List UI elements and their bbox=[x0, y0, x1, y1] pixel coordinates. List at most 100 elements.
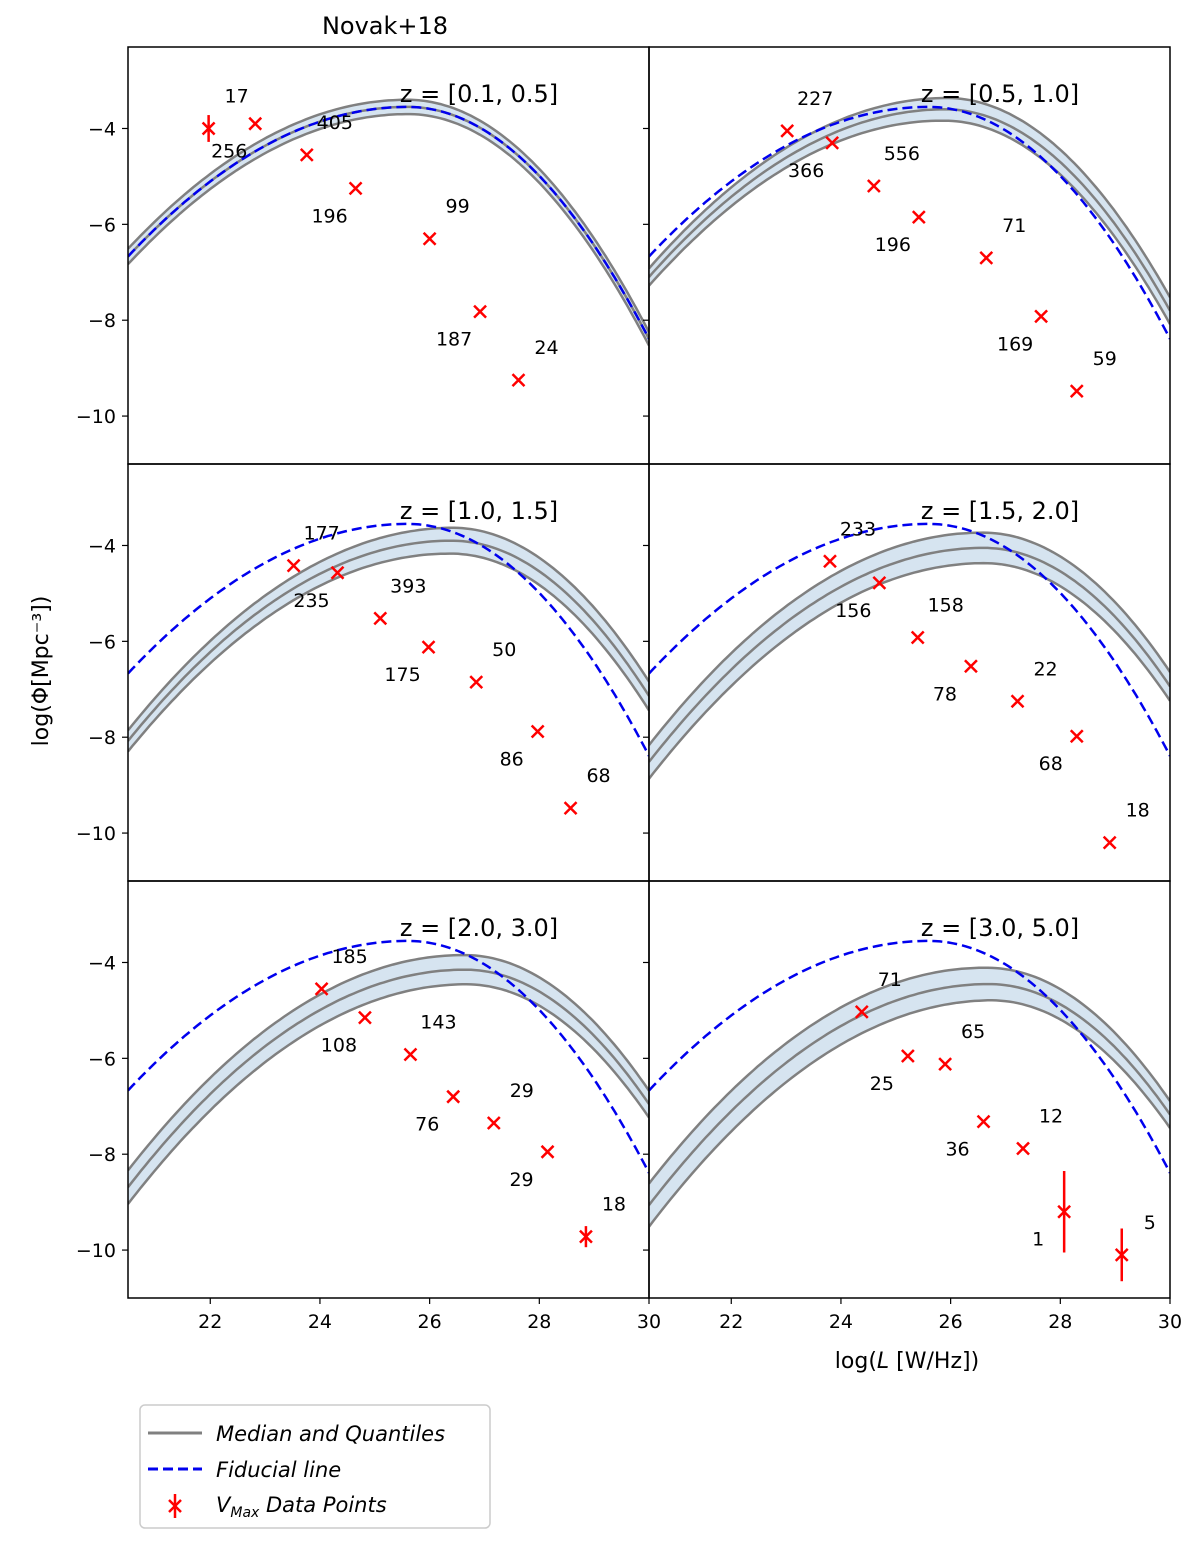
median-line bbox=[128, 105, 649, 340]
quantile-band bbox=[649, 532, 1170, 779]
data-point-count-label: 556 bbox=[884, 143, 920, 165]
x-tick-label: 30 bbox=[637, 1311, 661, 1333]
quantile-band bbox=[128, 955, 649, 1204]
legend-data-label-sub: Max bbox=[230, 1505, 260, 1521]
data-point bbox=[1010, 694, 1025, 709]
data-point bbox=[872, 575, 887, 590]
panel-3: 177 235 393 175 50 86 68 z = [1.0, 1.5] −4 −6 −8 −1… bbox=[76, 463, 650, 882]
upper-quantile-line bbox=[649, 531, 1170, 746]
data-point-count-label: 22 bbox=[1033, 658, 1057, 680]
data-point-count-label: 156 bbox=[835, 600, 871, 622]
median-line bbox=[649, 982, 1170, 1206]
data-point bbox=[1034, 309, 1049, 324]
data-point bbox=[511, 373, 526, 388]
lower-quantile-line bbox=[128, 983, 649, 1205]
data-point bbox=[469, 675, 484, 689]
panel-title: z = [1.0, 1.5] bbox=[400, 497, 558, 525]
data-point bbox=[314, 981, 329, 996]
fiducial-line bbox=[649, 105, 1170, 340]
data-point bbox=[911, 210, 926, 225]
data-point-count-label: 227 bbox=[797, 88, 833, 110]
x-axis-label-suffix: [W/Hz]) bbox=[889, 1349, 979, 1374]
panel-title: z = [2.0, 3.0] bbox=[400, 914, 558, 942]
data-point-count-label: 233 bbox=[840, 518, 876, 540]
data-point bbox=[854, 1004, 869, 1019]
y-tick-label: −10 bbox=[76, 823, 116, 845]
legend-data-label: VMax Data Points bbox=[216, 1493, 387, 1521]
legend-data-label-v: V bbox=[216, 1493, 232, 1517]
x-tick-label: 22 bbox=[719, 1311, 743, 1333]
data-point bbox=[1114, 1247, 1129, 1262]
data-point-count-label: 108 bbox=[321, 1035, 357, 1057]
data-point-count-label: 17 bbox=[225, 85, 249, 107]
legend-data-label-suffix: Data Points bbox=[259, 1493, 386, 1517]
data-point bbox=[330, 565, 345, 580]
data-point-count-label: 235 bbox=[293, 590, 329, 612]
data-point-count-label: 196 bbox=[311, 205, 347, 227]
x-axis-label-var: L bbox=[877, 1349, 889, 1374]
legend-fiducial-label: Fiducial line bbox=[216, 1458, 341, 1482]
y-tick-label: −6 bbox=[88, 1048, 116, 1070]
x-tick-label: 26 bbox=[418, 1311, 442, 1333]
y-tick-label: −4 bbox=[88, 118, 116, 140]
data-point-count-label: 187 bbox=[436, 329, 472, 351]
data-point-count-label: 169 bbox=[997, 333, 1033, 355]
data-point-count-label: 256 bbox=[211, 141, 247, 163]
x-tick-label: 30 bbox=[1158, 1311, 1182, 1333]
median-line bbox=[128, 968, 649, 1188]
data-point-count-label: 86 bbox=[500, 748, 524, 770]
data-point bbox=[866, 179, 881, 193]
data-point-count-label: 177 bbox=[303, 523, 339, 545]
median-line bbox=[128, 539, 649, 742]
data-point-count-label: 1 bbox=[1032, 1229, 1044, 1251]
data-point bbox=[248, 116, 263, 131]
data-point bbox=[446, 1089, 461, 1104]
data-point bbox=[299, 147, 314, 162]
data-point-count-label: 68 bbox=[586, 765, 610, 787]
data-point-count-label: 18 bbox=[1126, 800, 1150, 822]
data-point-count-label: 12 bbox=[1039, 1105, 1063, 1127]
data-point-count-label: 36 bbox=[945, 1139, 969, 1161]
panel-6: 71 25 65 36 12 1 5 z = [3.0, 5.0] 22 24 26 28 30 bbox=[643, 880, 1182, 1333]
y-tick-label: −10 bbox=[76, 406, 116, 428]
y-tick-label: −4 bbox=[88, 535, 116, 557]
upper-quantile-line bbox=[128, 953, 649, 1172]
plot-area bbox=[649, 522, 1170, 850]
fiducial-line bbox=[128, 522, 649, 757]
quantile-band bbox=[649, 967, 1170, 1227]
data-point bbox=[1057, 1204, 1072, 1219]
plot-area bbox=[649, 939, 1170, 1282]
panel-frame bbox=[648, 880, 1171, 1299]
data-point bbox=[1069, 729, 1084, 744]
data-point-count-label: 65 bbox=[961, 1021, 985, 1043]
upper-quantile-line bbox=[128, 526, 649, 732]
data-point-count-label: 50 bbox=[492, 639, 516, 661]
data-point-count-label: 5 bbox=[1144, 1212, 1156, 1234]
data-point bbox=[938, 1057, 953, 1071]
x-tick-label: 22 bbox=[198, 1311, 222, 1333]
plot-area bbox=[128, 98, 649, 388]
fiducial-line bbox=[128, 939, 649, 1174]
data-point bbox=[421, 640, 436, 654]
data-point bbox=[910, 630, 925, 645]
x-axis-label-prefix: log( bbox=[835, 1349, 877, 1374]
data-point-count-label: 99 bbox=[446, 196, 470, 218]
figure-title: Novak+18 bbox=[322, 12, 448, 40]
data-point bbox=[373, 611, 388, 626]
data-point bbox=[579, 1229, 593, 1244]
median-line bbox=[649, 546, 1170, 763]
data-point-count-label: 366 bbox=[788, 160, 824, 182]
quantile-band bbox=[128, 527, 649, 752]
y-tick-label: −6 bbox=[88, 214, 116, 236]
data-point bbox=[563, 801, 578, 816]
lower-quantile-line bbox=[128, 552, 649, 753]
legend: Median and Quantiles Fiducial line VMax … bbox=[139, 1404, 491, 1529]
data-point bbox=[976, 1114, 991, 1129]
lower-quantile-line bbox=[649, 119, 1170, 325]
data-point bbox=[900, 1049, 915, 1063]
x-tick-label: 24 bbox=[829, 1311, 853, 1333]
y-axis-label: log(Φ[Mpc⁻³]) bbox=[29, 596, 54, 747]
panel-2: 227 366 556 196 71 169 59 z = [0.5, 1.0] bbox=[643, 46, 1171, 465]
data-point-count-label: 196 bbox=[875, 234, 911, 256]
